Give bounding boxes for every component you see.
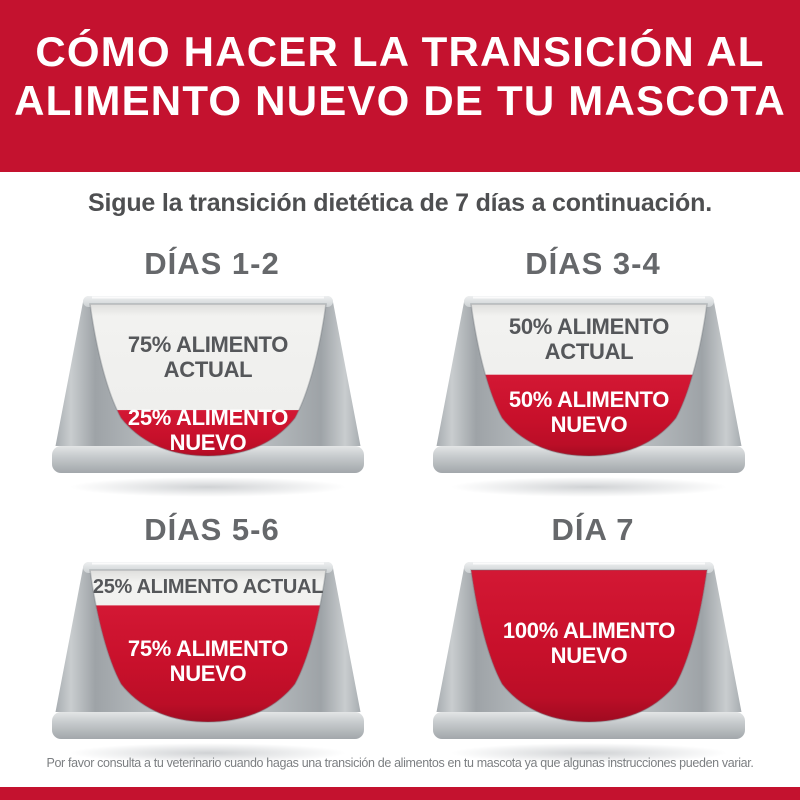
page-title: CÓMO HACER LA TRANSICIÓN AL ALIMENTO NUE…: [0, 27, 800, 125]
bowl-title: DÍAS 5-6: [144, 512, 280, 547]
bowl-illustration: [52, 562, 364, 763]
bowl-graphic: 100% ALIMENTO NUEVO: [433, 560, 753, 770]
header-banner: CÓMO HACER LA TRANSICIÓN AL ALIMENTO NUE…: [0, 0, 800, 172]
bowl-graphic: 25% ALIMENTO ACTUAL 75% ALIMENTO NUEVO: [52, 560, 372, 770]
cavity-edge: [470, 303, 708, 457]
cavity-edge: [470, 569, 708, 723]
bowl-graphic: 50% ALIMENTO ACTUAL 50% ALIMENTO NUEVO: [433, 294, 753, 504]
page-title-line2: ALIMENTO NUEVO DE TU MASCOTA: [14, 77, 786, 124]
bowl-base: [433, 446, 745, 473]
bowl-base: [52, 712, 364, 739]
cavity-edge: [89, 303, 327, 457]
bowl-shadow: [451, 743, 727, 763]
bowl-illustration: [433, 562, 745, 763]
current-food-label: 50% ALIMENTO ACTUAL: [508, 314, 670, 365]
bowl-title: DÍAS 1-2: [144, 246, 280, 281]
bowl-title: DÍAS 3-4: [525, 246, 661, 281]
bowl-shadow: [451, 477, 727, 497]
new-food-label: 100% ALIMENTO NUEVO: [502, 618, 676, 668]
bowl-cell: DÍAS 3-4 50% ALIMENTO ACTUAL 50% ALIMENTO…: [433, 246, 753, 504]
bowl-cell: DÍAS 1-2 75% ALIMENTO ACTUAL 25% ALIMENTO…: [52, 246, 372, 504]
cavity-edge: [89, 569, 327, 723]
new-food-label: 25% ALIMENTO NUEVO: [127, 405, 289, 456]
bowl-base: [433, 712, 745, 739]
bowl-title: DÍA 7: [551, 512, 635, 547]
footer-note: Por favor consulta a tu veterinario cuan…: [46, 756, 754, 770]
new-food-label: 50% ALIMENTO NUEVO: [508, 387, 670, 438]
bowl-base: [52, 446, 364, 473]
new-food-label: 75% ALIMENTO NUEVO: [127, 635, 289, 686]
current-food-label: 75% ALIMENTO ACTUAL: [127, 332, 289, 383]
bowl-cell: DÍAS 5-6 25% ALIMENTO ACTUAL 75% ALIMENT…: [52, 512, 372, 770]
page-title-line1: CÓMO HACER LA TRANSICIÓN AL: [35, 28, 765, 75]
bowl-shadow: [70, 743, 346, 763]
bowl-shadow: [70, 477, 346, 497]
bowl-illustration: [433, 296, 745, 497]
bowl-cell: DÍA 7 100% ALIMENTO NUEVO: [433, 512, 753, 770]
bottom-accent-bar: [0, 787, 800, 800]
subtitle: Sigue la transición dietética de 7 días …: [88, 189, 712, 217]
current-food-label: 25% ALIMENTO ACTUAL: [92, 576, 324, 599]
bowl-graphic: 75% ALIMENTO ACTUAL 25% ALIMENTO NUEVO: [52, 294, 372, 504]
bowl-illustration: [52, 296, 364, 497]
